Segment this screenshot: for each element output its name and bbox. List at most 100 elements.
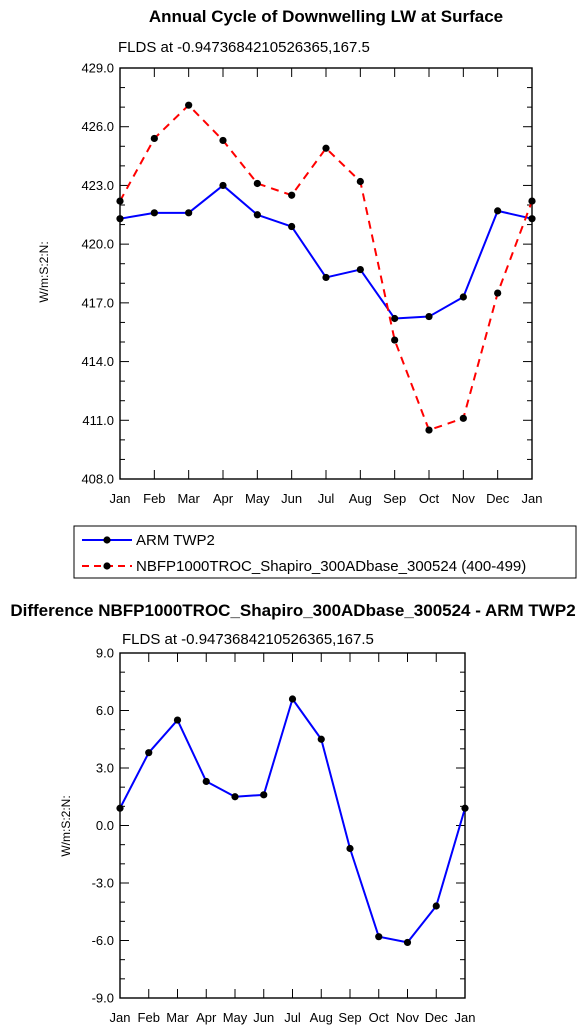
chart1-data-point — [185, 209, 193, 217]
chart2-data-point — [346, 844, 354, 853]
legend-marker-arm — [103, 536, 111, 544]
chart1-xtick-label: Nov — [452, 491, 476, 506]
chart1-title: Annual Cycle of Downwelling LW at Surfac… — [149, 7, 503, 26]
chart2-xtick-label: Jan — [455, 1010, 476, 1025]
chart2-data-point — [231, 793, 239, 801]
chart2-xtick-label: Mar — [166, 1010, 189, 1025]
chart2-xtick-label: Dec — [425, 1010, 449, 1025]
chart1-xtick-label: Feb — [143, 491, 165, 506]
chart1-xtick-label: Aug — [349, 491, 372, 506]
chart2-xtick-label: Aug — [310, 1010, 333, 1025]
chart2-data-point — [403, 938, 412, 947]
chart2-ytick-label: -6.0 — [92, 933, 114, 948]
chart2-xtick-label: Jul — [284, 1010, 301, 1025]
chart2-ytick-label: 6.0 — [96, 703, 114, 718]
chart1-xtick-label: May — [245, 491, 270, 506]
chart1-ytick-label: 408.0 — [81, 472, 114, 487]
legend-box — [73, 525, 577, 579]
chart1-data-point — [322, 273, 330, 282]
chart1-ytick-label: 423.0 — [81, 178, 114, 193]
chart1-xtick-label: Mar — [177, 491, 200, 506]
chart1-data-point — [528, 215, 536, 223]
chart2-plot-area — [119, 652, 466, 999]
chart2-data-point — [432, 902, 440, 910]
chart1-x-ticks: Jan Feb Mar Apr May Jun Jul Aug Sep Oct Nov Dec Jan — [110, 68, 543, 506]
chart1-data-point — [356, 265, 364, 274]
chart1-subtitle: FLDS at -0.9473684210526365,167.5 — [118, 39, 370, 56]
chart1-data-point — [494, 289, 502, 297]
chart2-data-point — [375, 933, 383, 941]
legend-label-arm: ARM TWP2 — [136, 532, 215, 549]
chart1-data-point — [219, 136, 227, 145]
chart1-data-point — [150, 134, 158, 143]
chart2-y-ticks: -9.0 -6.0 -3.0 0.0 3.0 6.0 9.0 — [92, 646, 465, 1006]
chart2-data-point — [461, 804, 469, 812]
chart1-data-point — [253, 179, 261, 188]
chart2-xtick-label: May — [223, 1010, 248, 1025]
chart1-series-line-1 — [119, 104, 533, 432]
chart2-xtick-label: Sep — [338, 1010, 361, 1025]
chart2-ytick-label: -3.0 — [92, 876, 114, 891]
chart2-data-point — [145, 749, 153, 757]
chart1-xtick-label: Dec — [486, 491, 510, 506]
chart1-ytick-label: 414.0 — [81, 354, 114, 369]
chart2-title: Difference NBFP1000TROC_Shapiro_300ADbas… — [10, 601, 575, 620]
chart1-data-point — [116, 215, 124, 223]
chart1-ytick-label: 426.0 — [81, 119, 114, 134]
chart1-data-point — [150, 209, 158, 217]
chart1-data-point — [116, 197, 124, 205]
chart1-plot-area — [119, 67, 533, 480]
chart2-subtitle: FLDS at -0.9473684210526365,167.5 — [122, 631, 374, 648]
chart1-data-point — [391, 336, 399, 344]
chart2-frame — [119, 652, 466, 999]
chart1-xtick-label: Jan — [522, 491, 543, 506]
chart1-data-point — [288, 222, 296, 231]
chart1-xtick-label: Apr — [213, 491, 234, 506]
chart2-ytick-label: -9.0 — [92, 991, 114, 1006]
chart1-data-point — [219, 181, 227, 190]
chart2-series-line-0 — [119, 698, 466, 944]
chart2-y-axis-label: W/m:S:2:N: — [59, 795, 73, 856]
chart2-xtick-label: Jan — [110, 1010, 131, 1025]
chart1-series-line-0 — [119, 184, 533, 320]
chart1-ytick-label: 420.0 — [81, 237, 114, 252]
chart2-data-point — [317, 735, 325, 743]
chart2-xtick-label: Feb — [138, 1010, 160, 1025]
chart2-series — [116, 695, 469, 947]
chart1-data-point — [356, 177, 364, 186]
chart1-xtick-label: Jan — [110, 491, 131, 506]
chart1-data-point — [528, 197, 536, 205]
chart1-xtick-label: Jun — [281, 491, 302, 506]
chart1-data-point — [322, 144, 330, 152]
chart2-data-point — [288, 695, 297, 703]
chart2-data-point — [202, 777, 210, 786]
chart1-data-point — [391, 314, 399, 323]
chart2-data-point — [116, 804, 124, 812]
chart1-xtick-label: Sep — [383, 491, 406, 506]
chart1-data-point — [459, 293, 467, 301]
chart2-x-ticks: Jan Feb Mar Apr May Jun Jul Aug Sep Oct Nov Dec Jan — [110, 653, 476, 1025]
chart1-data-point — [494, 207, 502, 215]
chart2-xtick-label: Apr — [196, 1010, 217, 1025]
chart2-ytick-label: 3.0 — [96, 761, 114, 776]
chart1-ytick-label: 429.0 — [81, 61, 114, 76]
chart1-frame — [119, 67, 533, 480]
legend-entry-model: NBFP1000TROC_Shapiro_300ADbase_300524 (4… — [82, 558, 526, 575]
chart1-xtick-label: Oct — [419, 491, 440, 506]
chart1-xtick-label: Jul — [318, 491, 335, 506]
legend-label-model: NBFP1000TROC_Shapiro_300ADbase_300524 (4… — [136, 558, 526, 575]
chart2-xtick-label: Oct — [369, 1010, 390, 1025]
chart2-data-point — [260, 791, 268, 799]
chart2-data-point — [173, 716, 182, 724]
legend-entry-arm-twp2: ARM TWP2 — [82, 532, 215, 549]
chart1-data-point — [253, 211, 261, 219]
chart2-xtick-label: Jun — [253, 1010, 274, 1025]
chart1-data-point — [459, 414, 467, 422]
chart1-ytick-label: 417.0 — [81, 295, 114, 310]
chart2-ytick-label: 0.0 — [96, 818, 114, 833]
legend-marker-model — [103, 562, 111, 570]
chart2-xtick-label: Nov — [396, 1010, 420, 1025]
chart1-ytick-label: 411.0 — [82, 413, 114, 428]
chart1-data-point — [185, 101, 193, 109]
